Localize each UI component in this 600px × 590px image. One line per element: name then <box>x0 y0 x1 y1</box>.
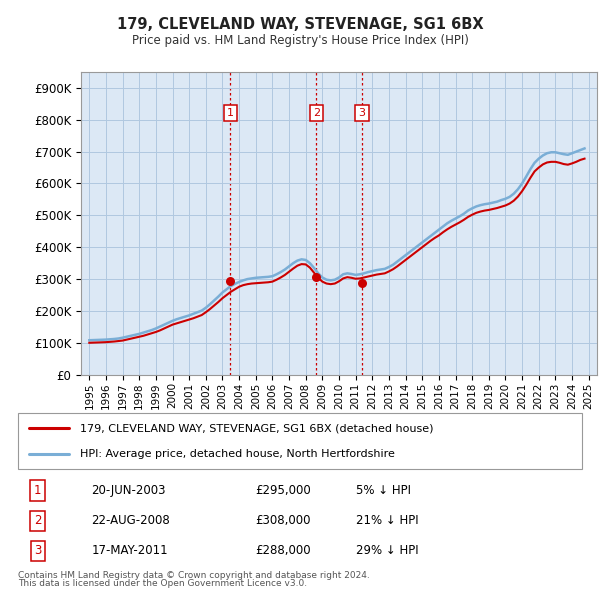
Text: 22-AUG-2008: 22-AUG-2008 <box>91 514 170 527</box>
Text: 17-MAY-2011: 17-MAY-2011 <box>91 545 168 558</box>
Text: 3: 3 <box>358 108 365 118</box>
Text: HPI: Average price, detached house, North Hertfordshire: HPI: Average price, detached house, Nort… <box>80 449 395 459</box>
Text: £288,000: £288,000 <box>255 545 311 558</box>
Text: 179, CLEVELAND WAY, STEVENAGE, SG1 6BX (detached house): 179, CLEVELAND WAY, STEVENAGE, SG1 6BX (… <box>80 423 434 433</box>
Text: 2: 2 <box>313 108 320 118</box>
Text: £295,000: £295,000 <box>255 484 311 497</box>
Text: 29% ↓ HPI: 29% ↓ HPI <box>356 545 419 558</box>
Text: 21% ↓ HPI: 21% ↓ HPI <box>356 514 419 527</box>
Text: £308,000: £308,000 <box>255 514 310 527</box>
Text: 20-JUN-2003: 20-JUN-2003 <box>91 484 166 497</box>
Text: Contains HM Land Registry data © Crown copyright and database right 2024.: Contains HM Land Registry data © Crown c… <box>18 571 370 579</box>
Text: 1: 1 <box>227 108 234 118</box>
Text: 2: 2 <box>34 514 41 527</box>
Text: Price paid vs. HM Land Registry's House Price Index (HPI): Price paid vs. HM Land Registry's House … <box>131 34 469 47</box>
Text: 179, CLEVELAND WAY, STEVENAGE, SG1 6BX: 179, CLEVELAND WAY, STEVENAGE, SG1 6BX <box>116 17 484 31</box>
FancyBboxPatch shape <box>18 413 582 469</box>
Text: 3: 3 <box>34 545 41 558</box>
Text: 1: 1 <box>34 484 41 497</box>
Text: This data is licensed under the Open Government Licence v3.0.: This data is licensed under the Open Gov… <box>18 579 307 588</box>
Text: 5% ↓ HPI: 5% ↓ HPI <box>356 484 412 497</box>
